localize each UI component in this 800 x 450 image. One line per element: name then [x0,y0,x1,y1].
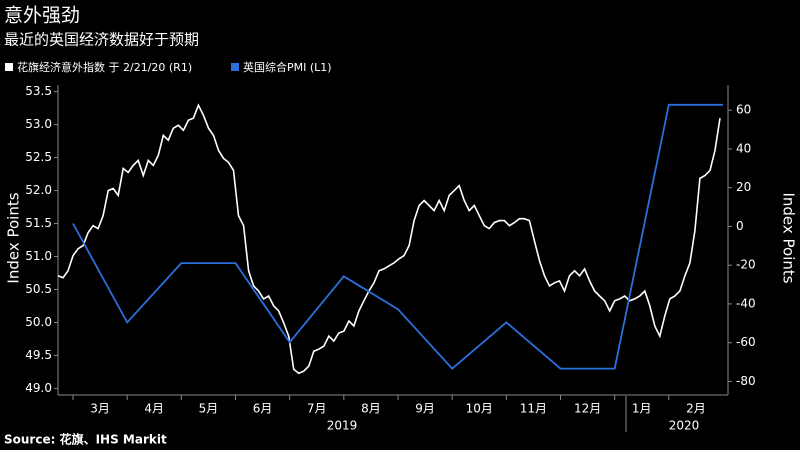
source: Source: 花旗、IHS Markit [4,432,167,447]
series-line [72,103,723,370]
year-label: 2019 [327,419,358,433]
x-tick-label: 3月 [90,402,110,416]
x-tick-label: 7月 [307,402,327,416]
y2-tick-label: 60 [736,103,751,117]
x-tick-label: 2月 [686,402,706,416]
x-tick-label: 12月 [574,402,601,416]
y-tick-label: 49.5 [25,348,52,362]
x-tick-label: 6月 [253,402,273,416]
legend-swatch [5,63,13,71]
legend-label: 花旗经济意外指数 于 2/21/20 (R1) [17,60,192,74]
y-tick-label: 51.0 [25,249,52,263]
chart-title: 意外强劲 [4,5,80,27]
y-tick-label: 53.0 [25,117,52,131]
x-tick-label: 1月 [632,402,652,416]
y-tick-label: 51.5 [25,216,52,230]
y-tick-label: 50.5 [25,282,52,296]
year-label: 2020 [669,419,700,433]
y2-tick-label: -80 [736,374,756,388]
x-tick-label: 9月 [415,402,435,416]
y2-tick-label: 20 [736,180,751,194]
chart-subtitle: 最近的英国经济数据好于预期 [4,31,199,49]
y-tick-label: 53.5 [25,84,52,98]
legend-swatch [231,63,239,71]
y2-tick-label: -60 [736,335,756,349]
y2-axis-label: Index Points [780,192,798,283]
x-tick-label: 4月 [144,402,164,416]
y2-tick-label: -40 [736,296,756,310]
y-tick-label: 52.5 [25,150,52,164]
y2-tick-label: 0 [736,219,744,233]
series-line [57,103,721,375]
x-tick-label: 5月 [199,402,219,416]
y-tick-label: 52.0 [25,183,52,197]
y2-tick-label: -20 [736,258,756,272]
x-tick-label: 10月 [466,402,493,416]
x-tick-label: 8月 [361,402,381,416]
x-tick-label: 11月 [520,402,547,416]
y2-tick-label: 40 [736,141,751,155]
y-tick-label: 49.0 [25,381,52,395]
y-axis-label: Index Points [5,192,23,283]
y-tick-label: 50.0 [25,315,52,329]
legend-label: 英国综合PMI (L1) [243,60,332,74]
